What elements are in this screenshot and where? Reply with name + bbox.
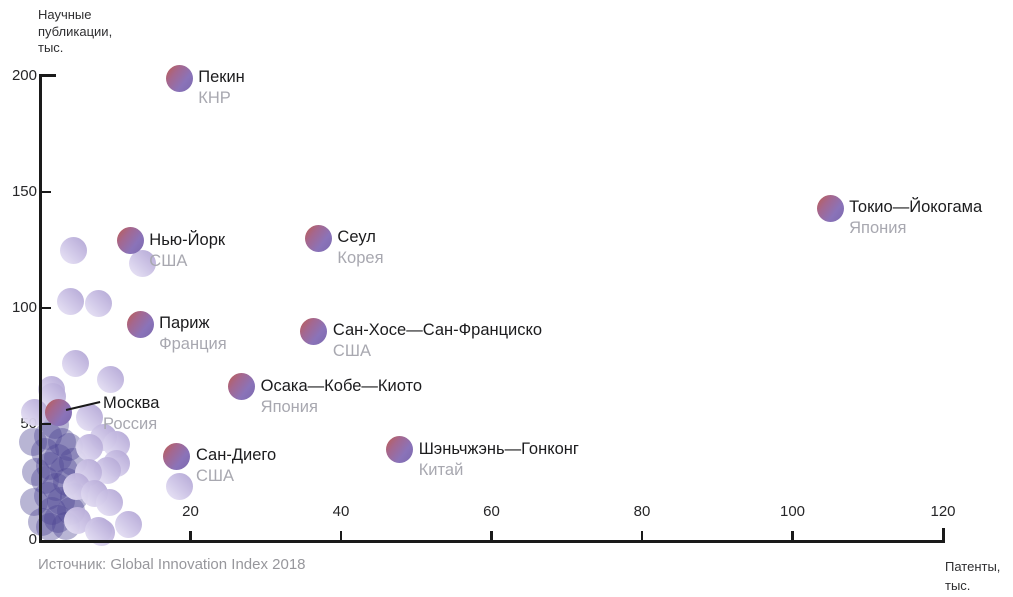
bubble-paris — [126, 310, 154, 338]
city-label-seoul: Сеул Корея — [337, 227, 383, 269]
y-tick-label: 100 — [11, 299, 37, 316]
city-name: Пекин — [198, 68, 245, 87]
y-axis-cap — [38, 73, 56, 77]
bubble-seoul — [304, 224, 332, 252]
country-name: Франция — [159, 335, 227, 354]
bubble-light — [165, 473, 193, 501]
country-name: Корея — [337, 249, 384, 268]
y-tick-mark — [40, 422, 51, 426]
city-label-beijing: Пекин КНР — [198, 67, 245, 109]
city-label-shenzhen-hong-kong: Шэньчжэнь—Гонконг Китай — [419, 439, 579, 481]
city-label-osaka-kobe-kyoto: Осака—Кобе—Киото Япония — [261, 376, 422, 418]
country-name: Япония — [849, 219, 907, 238]
bubble-light — [85, 289, 113, 317]
bubble-light — [59, 236, 87, 264]
bubble-shenzhen-hong-kong — [386, 436, 414, 464]
bubble-dense — [28, 507, 57, 536]
x-tick-label: 20 — [182, 503, 199, 520]
country-name: КНР — [198, 89, 231, 108]
city-label-san-diego: Сан-Диего США — [196, 445, 276, 487]
y-tick-mark — [40, 190, 51, 194]
source-note: Источник: Global Innovation Index 2018 — [38, 556, 306, 573]
city-name: Сан-Диего — [195, 446, 277, 465]
bubble-light — [21, 398, 49, 426]
x-axis-title-line: тыс. — [945, 578, 971, 593]
x-tick-label: 100 — [779, 503, 806, 520]
x-tick-mark — [339, 531, 343, 541]
x-axis-title: Патенты, тыс. — [945, 557, 1000, 595]
bubble-dense — [31, 465, 60, 494]
country-name: Россия — [103, 414, 158, 433]
bubble-tokyo-yokohama — [816, 194, 844, 222]
x-tick-mark — [640, 531, 644, 541]
bubble-light — [61, 350, 89, 378]
y-tick-label: 0 — [28, 531, 37, 548]
city-name: Москва — [103, 393, 160, 412]
y-tick-label: 200 — [11, 67, 37, 84]
x-axis-line — [38, 539, 945, 543]
country-name: Китай — [418, 460, 464, 479]
city-label-moscow: Москва Россия — [103, 393, 159, 435]
bubble-osaka-kobe-kyoto — [228, 373, 256, 401]
bubble-dense — [38, 497, 67, 525]
y-tick-mark — [40, 306, 51, 310]
bubble-dense — [19, 487, 48, 516]
country-name: США — [195, 467, 234, 486]
bubble-new-york — [116, 227, 144, 255]
bubble-light — [128, 250, 156, 278]
city-label-san-jose-san-francisco: Сан-Хосе—Сан-Франциско США — [333, 320, 542, 362]
city-name: Сан-Хосе—Сан-Франциско — [332, 321, 543, 340]
city-label-paris: Париж Франция — [159, 313, 227, 355]
x-tick-label: 60 — [483, 503, 500, 520]
y-axis-title-line: Научные — [38, 7, 92, 22]
y-axis-title: Научные публикации, тыс. — [38, 7, 112, 57]
bubble-light — [56, 287, 84, 315]
bubble-moscow — [44, 398, 72, 426]
city-name: Осака—Кобе—Киото — [260, 376, 423, 395]
bubble-light — [76, 433, 104, 461]
y-tick-label: 150 — [11, 183, 37, 200]
bubble-light — [85, 516, 113, 544]
bubble-dense — [47, 428, 76, 457]
x-axis-title-line: Патенты, — [945, 559, 1001, 574]
country-name: США — [149, 251, 188, 270]
x-tick-mark — [490, 531, 493, 541]
x-tick-mark — [791, 531, 794, 541]
city-label-tokyo-yokohama: Токио—Йокогама Япония — [849, 197, 982, 239]
country-name: Япония — [260, 397, 318, 416]
bubble-dense — [44, 444, 73, 473]
bubble-light — [114, 511, 142, 539]
country-name: США — [332, 342, 371, 361]
bubble-dense — [31, 438, 60, 467]
city-name: Нью-Йорк — [149, 230, 226, 249]
x-axis-cap — [941, 528, 945, 542]
x-tick-label: 40 — [332, 503, 350, 520]
x-tick-mark — [189, 531, 192, 541]
y-axis-title-line: тыс. — [38, 40, 64, 55]
y-axis-title-line: публикации, — [38, 23, 113, 39]
bubble-san-jose-san-francisco — [300, 317, 328, 345]
city-name: Париж — [159, 314, 210, 333]
city-label-new-york: Нью-Йорк США — [149, 230, 225, 272]
city-name: Токио—Йокогама — [849, 198, 983, 217]
city-name: Сеул — [337, 228, 376, 247]
city-name: Шэньчжэнь—Гонконг — [418, 439, 579, 458]
bubble-san-diego — [163, 442, 191, 470]
bubble-dense — [22, 458, 51, 487]
bubble-dense — [19, 428, 48, 457]
x-tick-label: 120 — [930, 503, 956, 520]
bubble-light — [97, 366, 125, 394]
bubble-light — [96, 489, 124, 517]
bubble-beijing — [165, 64, 193, 92]
x-tick-label: 80 — [633, 503, 651, 520]
